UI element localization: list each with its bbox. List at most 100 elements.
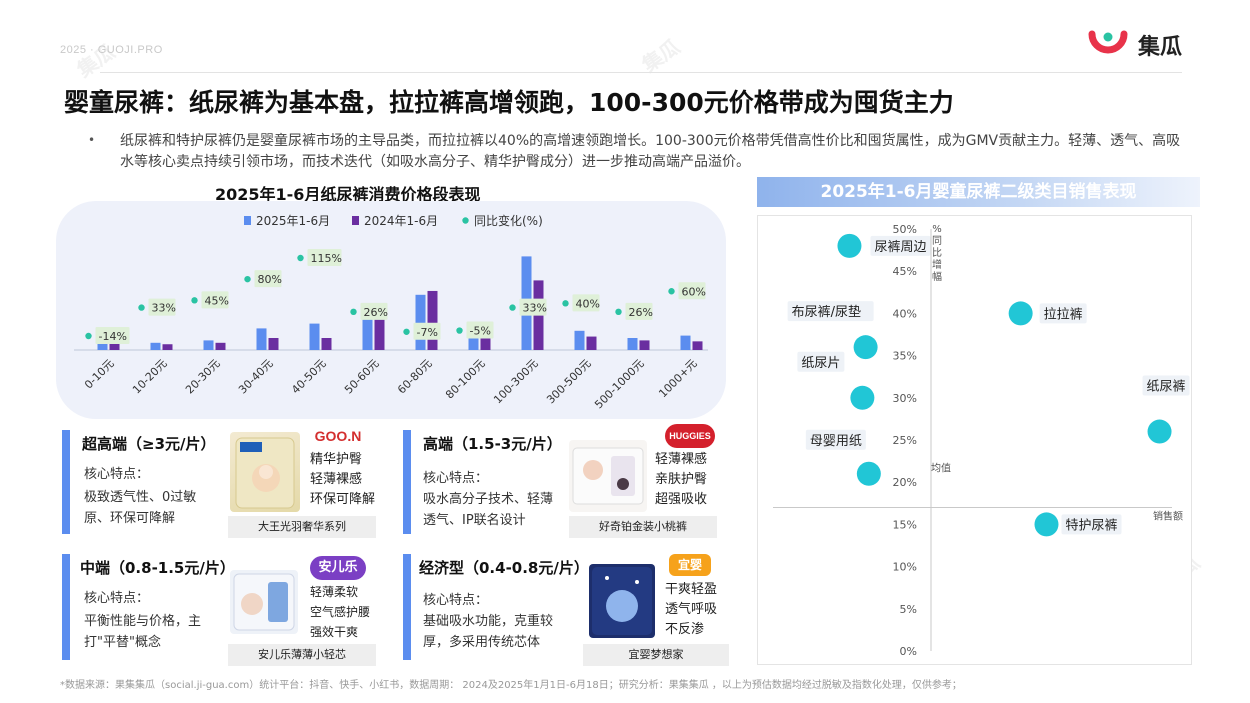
tier-features: 轻薄裸感 亲肤护臀 超强吸收 — [655, 450, 707, 510]
price-band-chart: 2025年1-6月 2024年1-6月 同比变化(%) -14% 0-10元 33% 10-… — [74, 213, 708, 411]
yoy-label: 60% — [682, 285, 706, 298]
yoy-label: 33% — [523, 302, 547, 315]
legend-swatch — [244, 216, 251, 225]
y-tick-label: 5% — [900, 603, 917, 616]
category-label: 母婴用纸 — [810, 434, 862, 449]
tier-title: 高端（1.5-3元/片） — [423, 435, 562, 453]
summary-text: 纸尿裤和特护尿裤仍是婴童尿裤市场的主导品类，而拉拉裤以40%的高增速领跑增长。1… — [120, 133, 1181, 170]
yoy-point — [85, 332, 92, 340]
yoy-point — [297, 254, 304, 262]
category-label-bg — [787, 301, 874, 322]
category-label: 拉拉裤 — [1044, 307, 1083, 322]
product-image — [589, 564, 655, 638]
feature-item: 精华护臀 — [310, 452, 363, 467]
watermark: 集瓜 — [637, 34, 685, 78]
yoy-label-bg — [95, 327, 130, 344]
yoy-point — [668, 288, 675, 295]
yoy-label-bg — [360, 302, 388, 320]
year-site-label: 2025 · GUOJI.PRO — [60, 44, 163, 56]
category-bubble — [850, 385, 875, 410]
y-axis-label: 增 — [932, 258, 942, 271]
yoy-point — [615, 308, 622, 316]
bar-2024 — [215, 342, 226, 350]
tier-card-economy: 经济型（0.4-0.8元/片） 核心特点： 基础吸水功能，克重较厚，多采用传统芯… — [403, 554, 733, 666]
yoy-label: 33% — [152, 302, 176, 315]
yoy-point — [138, 304, 145, 311]
tier-subtitle: 核心特点： — [84, 467, 150, 482]
feature-item: 轻薄裸感 — [310, 472, 363, 487]
category-scatter-chart: 50% 45% 40% 35% 30% 25% 20% 15% 10% 5% 0%%同比增幅均值销售… — [773, 223, 1190, 658]
x-tick-label: 40-50元 — [289, 357, 329, 397]
tier-card-premium: 高端（1.5-3元/片） 核心特点： 吸水高分子技术、轻薄透气、IP联名设计 H… — [403, 424, 733, 540]
category-label: 特护尿裤 — [1065, 518, 1117, 533]
yoy-label: -5% — [470, 325, 491, 338]
x-tick-label: 50-60元 — [342, 357, 382, 397]
y-tick-label: 15% — [893, 518, 917, 531]
tier-accent-bar — [403, 430, 411, 534]
category-label: 纸尿片 — [801, 356, 840, 371]
feature-item: 不反渗 — [665, 622, 705, 637]
y-axis-label: % — [932, 224, 942, 235]
brand-name: 集瓜 — [1137, 35, 1182, 60]
brand-logo: 集瓜 — [1086, 28, 1182, 62]
tier-subtitle: 核心特点： — [84, 591, 150, 606]
product-image — [569, 440, 647, 512]
bar-2025 — [203, 340, 214, 350]
yoy-label: 26% — [364, 306, 388, 319]
bar-2024 — [427, 290, 438, 350]
yoy-label-bg — [254, 270, 282, 288]
tier-description: 基础吸水功能，克重较厚，多采用传统芯体 — [423, 614, 554, 650]
yoy-point — [562, 300, 569, 307]
bar-2024 — [374, 318, 385, 350]
y-tick-label: 25% — [893, 434, 917, 447]
bar-2025 — [574, 330, 585, 350]
diaper-pack-icon — [572, 447, 644, 505]
bar-2024 — [109, 341, 120, 350]
feature-item: 空气感护腰 — [310, 605, 371, 619]
category-label-bg — [1061, 514, 1122, 535]
bar-2025 — [415, 294, 426, 350]
bar-2024 — [162, 344, 173, 350]
yoy-label-bg — [466, 321, 494, 339]
category-chart-title: 2025年1-6月婴童尿裤二级类目销售表现 — [757, 177, 1200, 207]
tier-subtitle: 核心特点： — [423, 593, 489, 608]
feature-item: 透气呼吸 — [665, 602, 718, 617]
bar-2024 — [321, 338, 332, 350]
product-caption: 大王光羽奢华系列 — [228, 516, 376, 538]
bar-2025 — [150, 342, 161, 350]
yoy-label-bg — [625, 302, 653, 320]
yoy-label: 115% — [311, 252, 342, 265]
tier-features: 轻薄柔软 空气感护腰 强效干爽 — [310, 582, 370, 642]
yoy-label-bg — [413, 322, 441, 340]
category-label-bg — [1039, 303, 1087, 324]
y-axis-label: 同 — [932, 235, 942, 247]
y-axis-label: 幅 — [932, 270, 942, 283]
yoy-label: 26% — [629, 306, 653, 319]
product-image — [230, 432, 300, 512]
category-bubble — [856, 461, 881, 486]
legend-label: 同比变化(%) — [474, 213, 543, 228]
header-divider — [100, 72, 1182, 73]
mean-label: 均值 — [931, 462, 951, 475]
tier-accent-bar — [403, 554, 411, 660]
x-tick-label: 60-80元 — [395, 357, 435, 397]
y-tick-label: 20% — [893, 476, 917, 489]
x-tick-label: 20-30元 — [183, 357, 223, 397]
feature-item: 环保可降解 — [310, 492, 376, 507]
feature-item: 轻薄裸感 — [655, 452, 708, 467]
diaper-pack-icon — [235, 437, 295, 509]
feature-item: 亲肤护臀 — [655, 472, 708, 487]
y-tick-label: 40% — [893, 307, 917, 320]
yoy-point — [244, 275, 251, 283]
diaper-pack-icon — [592, 567, 652, 635]
legend-label: 2025年1-6月 — [256, 214, 330, 228]
tier-description: 吸水高分子技术、轻薄透气、IP联名设计 — [423, 492, 554, 528]
yoy-label: 40% — [576, 297, 600, 310]
bar-2025 — [680, 335, 691, 350]
category-bubble — [1034, 512, 1059, 537]
tier-title: 经济型（0.4-0.8元/片） — [419, 559, 589, 577]
tier-accent-bar — [62, 430, 70, 534]
y-tick-label: 0% — [900, 645, 917, 658]
yiying-logo-icon: 宜婴 — [669, 554, 711, 576]
bar-2025 — [468, 335, 479, 350]
